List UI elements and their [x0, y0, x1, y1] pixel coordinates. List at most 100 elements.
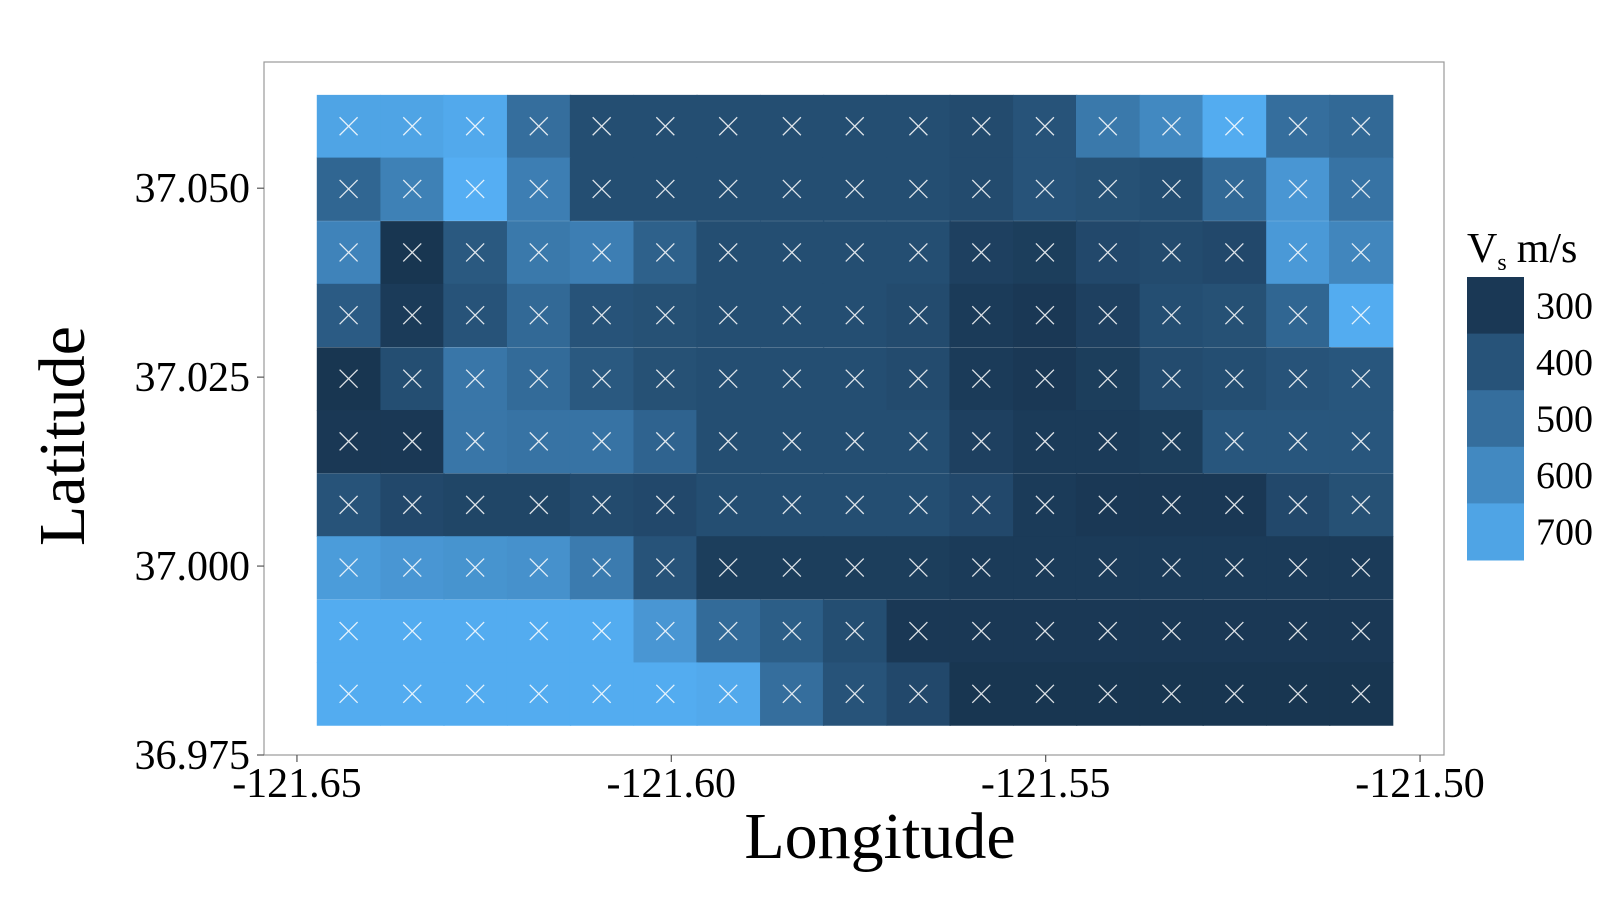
station-marker [1288, 684, 1308, 704]
station-marker [465, 621, 485, 641]
station-marker [782, 116, 802, 136]
station-marker [718, 621, 738, 641]
station-marker [845, 369, 865, 389]
station-marker [402, 179, 422, 199]
station-marker [1035, 116, 1055, 136]
station-marker [1162, 621, 1181, 641]
station-marker [1288, 621, 1308, 641]
station-marker [782, 179, 802, 199]
legend-subscript: s [1497, 250, 1506, 276]
station-marker [1035, 369, 1055, 389]
station-marker [339, 179, 359, 199]
x-axis-label: Longitude [744, 800, 1015, 873]
station-marker [1351, 684, 1371, 704]
station-marker [1224, 369, 1244, 389]
station-marker [1035, 621, 1055, 641]
station-marker [1162, 495, 1181, 515]
station-marker [845, 305, 865, 325]
station-marker [529, 305, 549, 325]
station-marker [529, 431, 549, 451]
station-marker [845, 116, 865, 136]
station-marker [1224, 495, 1244, 515]
station-marker [339, 621, 359, 641]
station-marker [1288, 242, 1308, 262]
legend-label: 600 [1536, 455, 1593, 497]
station-marker [402, 242, 422, 262]
station-marker [402, 558, 422, 578]
x-tick-label: -121.65 [232, 761, 362, 807]
station-marker [465, 242, 485, 262]
station-marker [1098, 431, 1118, 451]
station-marker [1288, 116, 1308, 136]
station-marker [592, 558, 612, 578]
station-marker [655, 431, 675, 451]
station-marker [845, 621, 865, 641]
station-marker [402, 369, 422, 389]
station-marker [971, 369, 991, 389]
station-marker [1098, 621, 1118, 641]
station-marker [465, 305, 485, 325]
station-marker [1098, 369, 1118, 389]
station-marker [782, 305, 802, 325]
station-marker [1098, 305, 1118, 325]
station-marker [1035, 179, 1055, 199]
legend-swatch [1467, 277, 1524, 335]
y-tick-label: 37.050 [135, 166, 251, 212]
station-marker [1035, 684, 1055, 704]
station-marker [1035, 431, 1055, 451]
station-marker [971, 684, 991, 704]
station-marker [1288, 558, 1308, 578]
legend-label: 700 [1536, 512, 1593, 554]
station-marker [592, 369, 612, 389]
station-marker [1162, 179, 1181, 199]
station-marker [971, 621, 991, 641]
station-marker [1035, 495, 1055, 515]
station-marker [529, 369, 549, 389]
station-marker [1224, 242, 1244, 262]
station-marker [1288, 305, 1308, 325]
station-marker [1351, 305, 1371, 325]
x-tick-label: -121.50 [1355, 761, 1485, 807]
y-tick-label: 36.975 [135, 733, 251, 779]
station-marker [402, 621, 422, 641]
station-marker [465, 684, 485, 704]
station-marker [782, 621, 802, 641]
station-marker [1351, 242, 1371, 262]
station-marker [1351, 369, 1371, 389]
station-marker [592, 431, 612, 451]
station-marker [592, 116, 612, 136]
x-tick-label: -121.60 [607, 761, 737, 807]
station-marker [971, 179, 991, 199]
station-marker [402, 684, 422, 704]
station-marker [465, 558, 485, 578]
station-marker [1098, 179, 1118, 199]
station-marker [1162, 558, 1181, 578]
station-marker [1351, 179, 1371, 199]
station-marker [845, 179, 865, 199]
station-marker [1351, 621, 1371, 641]
station-marker [339, 431, 359, 451]
station-marker [655, 369, 675, 389]
station-marker [971, 116, 991, 136]
station-marker [592, 495, 612, 515]
station-marker [782, 558, 802, 578]
station-marker [529, 116, 549, 136]
station-marker [339, 495, 359, 515]
station-marker [402, 116, 422, 136]
station-marker [845, 558, 865, 578]
station-marker [908, 369, 928, 389]
station-marker [402, 431, 422, 451]
y-tick-label: 37.000 [135, 544, 251, 590]
station-marker [718, 179, 738, 199]
legend-title: Vs m/s [1467, 226, 1577, 276]
station-marker [718, 684, 738, 704]
station-marker [971, 431, 991, 451]
station-marker [718, 305, 738, 325]
station-marker [782, 369, 802, 389]
station-marker [1288, 431, 1308, 451]
y-axis-label: Latitude [26, 326, 99, 546]
station-marker [339, 116, 359, 136]
station-marker [1035, 558, 1055, 578]
x-tick-label: -121.55 [981, 761, 1111, 807]
station-marker [339, 242, 359, 262]
